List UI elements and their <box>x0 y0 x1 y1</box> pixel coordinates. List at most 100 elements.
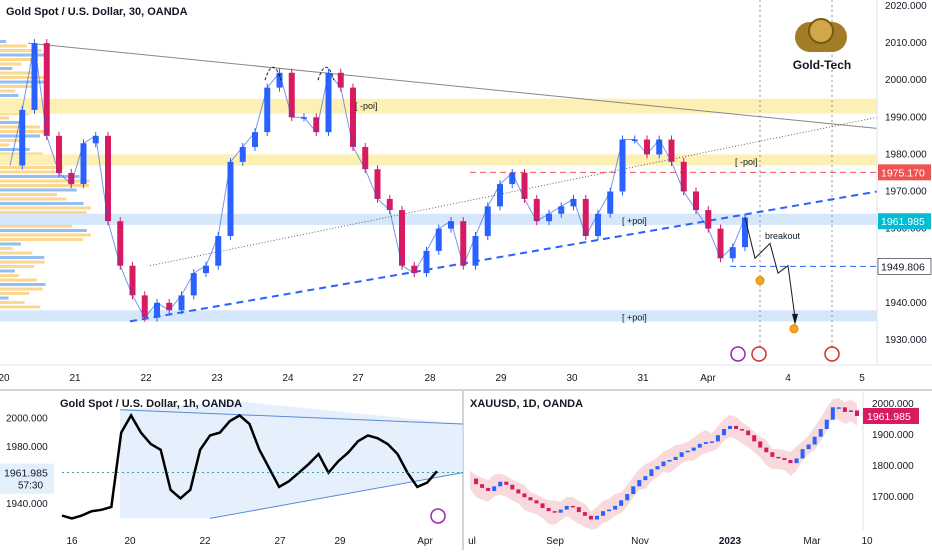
candle <box>782 458 787 460</box>
volume-bar <box>0 184 89 187</box>
candle <box>729 247 736 259</box>
candle <box>601 511 606 516</box>
x-tick-label: 28 <box>424 373 436 384</box>
candle <box>679 452 684 457</box>
candle <box>673 456 678 460</box>
candle <box>594 515 599 520</box>
candle <box>325 72 332 133</box>
candle <box>631 486 636 495</box>
x-tick-label: 24 <box>282 373 294 384</box>
candle <box>734 425 739 429</box>
volume-bar <box>0 211 87 214</box>
gold-tech-logo: Gold-Tech <box>786 18 858 82</box>
candle <box>546 213 552 222</box>
candle <box>19 109 26 166</box>
x-tick-label: 2023 <box>719 536 742 547</box>
price-label-box <box>877 258 932 275</box>
sun-icon <box>755 276 765 286</box>
candle <box>685 450 690 453</box>
candle <box>264 87 271 133</box>
candle <box>637 480 642 487</box>
candle <box>680 161 687 192</box>
y-tick-label: 1980.000 <box>885 149 927 160</box>
volume-bar <box>0 179 90 183</box>
candle <box>582 512 587 516</box>
candle <box>552 511 557 513</box>
volume-bar <box>0 121 25 124</box>
candle <box>486 487 491 491</box>
sun-icon <box>789 324 799 334</box>
trendline-upper <box>27 42 878 129</box>
candle <box>522 493 527 498</box>
candle <box>800 449 805 459</box>
x-tick-label: 20 <box>0 373 10 384</box>
candle <box>693 191 699 211</box>
arrow-head-icon <box>792 313 798 326</box>
candle <box>105 135 111 222</box>
brand-name: Gold-Tech <box>792 58 852 72</box>
candle <box>582 198 589 237</box>
candle <box>836 407 841 409</box>
volume-bar <box>0 40 6 43</box>
x-tick-label: 4 <box>785 373 791 384</box>
y-tick-label: 1940.000 <box>6 499 48 510</box>
candle <box>794 458 799 464</box>
volume-bar <box>0 229 87 232</box>
volume-bar <box>0 94 19 97</box>
candle <box>613 505 618 510</box>
candle <box>717 228 724 259</box>
candle <box>607 191 614 214</box>
volume-bar <box>0 76 45 79</box>
price-label: 1961.985 <box>4 468 48 480</box>
candle <box>423 250 430 274</box>
candle <box>350 87 356 147</box>
candle <box>141 295 148 318</box>
y-tick-label: 2000.000 <box>6 413 48 424</box>
volume-bar <box>0 67 13 70</box>
volume-bar <box>0 170 61 174</box>
price-label: 1961.985 <box>867 411 911 423</box>
candle <box>252 132 258 147</box>
candle <box>56 135 62 173</box>
price-line <box>9 43 746 319</box>
annotation-text: breakout <box>765 231 801 241</box>
triangle-edge <box>209 472 464 519</box>
candle <box>227 161 234 237</box>
candle <box>362 146 369 170</box>
volume-bar <box>0 269 15 273</box>
x-tick-label: 10 <box>861 536 873 547</box>
candle <box>68 172 75 185</box>
candle <box>570 198 577 207</box>
candle <box>649 469 654 477</box>
candle <box>484 206 491 237</box>
candle <box>595 213 601 237</box>
triangle-edge <box>119 409 464 425</box>
trendline-dotted <box>149 116 878 267</box>
volume-bar <box>0 116 9 120</box>
volume-bar <box>0 278 37 282</box>
volume-bar <box>0 283 46 286</box>
candle <box>528 497 533 501</box>
candle <box>824 419 829 429</box>
candle <box>190 273 197 296</box>
candle <box>661 461 666 467</box>
x-tick-label: 29 <box>334 536 346 547</box>
candle <box>588 515 593 520</box>
candle <box>510 484 515 490</box>
candle <box>492 486 497 491</box>
candle <box>619 139 626 192</box>
price-label-box <box>878 164 931 181</box>
volume-bar <box>0 233 91 237</box>
volume-bar <box>0 260 45 264</box>
price-label: 1961.985 <box>881 216 925 228</box>
trendline-support <box>129 190 878 323</box>
x-tick-label: 21 <box>69 373 81 384</box>
candle <box>460 221 467 266</box>
volume-bar <box>0 242 21 246</box>
x-tick-label: 23 <box>211 373 223 384</box>
price-label-box <box>878 213 931 230</box>
volume-bar <box>0 80 45 84</box>
candle <box>546 508 551 512</box>
x-tick-label: 20 <box>124 536 136 547</box>
